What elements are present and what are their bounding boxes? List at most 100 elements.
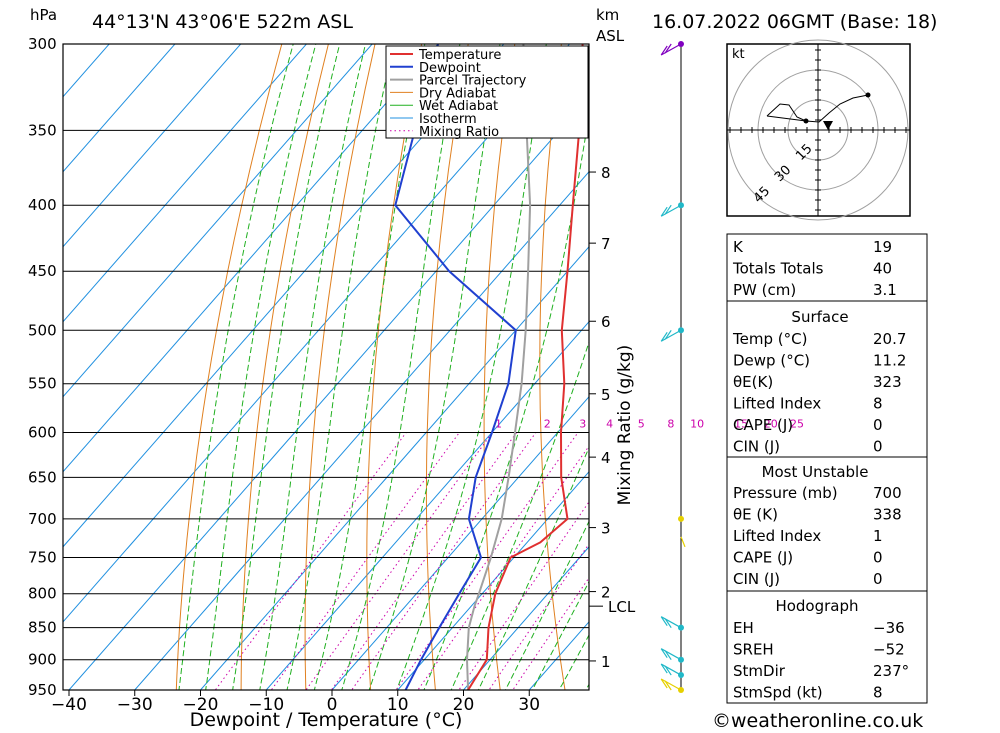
index-value: 8 — [873, 395, 883, 413]
temperature-tick-label: −40 — [51, 695, 87, 715]
series-parcel-trajectory — [466, 44, 532, 690]
isotherm — [63, 44, 242, 248]
wind-barb-staff — [660, 678, 682, 691]
km-tick-label: 1 — [601, 653, 611, 671]
wind-barb-flag — [664, 204, 672, 215]
wet-adiabat — [450, 340, 589, 690]
index-label: CAPE (J) — [733, 416, 793, 434]
series-temperature — [467, 44, 584, 690]
index-label: PW (cm) — [733, 281, 796, 299]
pressure-tick-label: 600 — [28, 423, 57, 441]
wind-barb — [660, 43, 682, 56]
pressure-tick-label: 850 — [28, 619, 57, 637]
isotherm — [331, 396, 589, 690]
temperature-tick-label: −20 — [183, 695, 219, 715]
isotherm — [63, 44, 176, 173]
index-label: θE (K) — [733, 506, 778, 524]
wind-barb-flag — [660, 616, 668, 626]
pressure-tick-label: 750 — [28, 549, 57, 567]
wind-barb-staff — [660, 616, 682, 629]
index-label: EH — [733, 619, 754, 637]
index-label: CAPE (J) — [733, 549, 793, 567]
dry-adiabat — [366, 44, 423, 690]
mixing-ratio-label: 10 — [690, 417, 704, 430]
mixing-ratio-labels: 1 2 3 4 5 8 10 15 20 25 — [495, 417, 804, 430]
wind-barb — [660, 204, 682, 217]
height-unit-asl: ASL — [596, 27, 625, 45]
dry-adiabat — [646, 0, 701, 719]
km-tick-label: 4 — [601, 449, 611, 467]
hodograph-title: Hodograph — [775, 597, 858, 615]
pressure-tick-label: 650 — [28, 468, 57, 486]
wet-adiabat — [286, 44, 395, 690]
index-value: 323 — [873, 373, 902, 391]
pressure-tick-label: 450 — [28, 262, 57, 280]
dry-adiabat — [304, 44, 376, 690]
temperature-tick-label: 20 — [453, 695, 475, 715]
plot-frame — [62, 43, 590, 691]
mixing-ratio-label: 25 — [790, 417, 804, 430]
pressure-tick-label: 950 — [28, 681, 57, 699]
index-value: 11.2 — [873, 352, 906, 370]
index-label: Lifted Index — [733, 527, 821, 545]
wet-adiabat — [341, 44, 461, 690]
legend-label: Dry Adiabat — [419, 86, 496, 101]
wind-barb — [660, 616, 682, 629]
wet-adiabat — [477, 446, 589, 690]
temperature-axis: −40 −30 −20 −10 0 10 20 30 — [51, 690, 540, 715]
index-label: Temp (°C) — [732, 330, 807, 348]
wind-barb-staff — [660, 663, 682, 676]
km-tick-label: 5 — [601, 386, 611, 404]
mixing-ratio-label: 5 — [638, 417, 645, 430]
isotherm — [200, 246, 589, 690]
wet-adiabat — [259, 44, 367, 690]
dry-adiabat — [425, 44, 469, 690]
temperature-tick-label: 0 — [327, 695, 338, 715]
index-value: 19 — [873, 238, 892, 256]
pressure-tick-label: 500 — [28, 321, 57, 339]
wind-barb-staff — [680, 536, 686, 548]
wind-barb-flag — [660, 678, 668, 689]
legend-label: Parcel Trajectory — [419, 74, 527, 89]
hodograph-trace — [766, 94, 869, 123]
wind-barb-flag — [664, 618, 672, 628]
index-value: 40 — [873, 260, 892, 278]
storm-motion-marker — [823, 121, 833, 130]
index-label: StmDir — [733, 662, 786, 680]
index-value: 0 — [873, 416, 883, 434]
dry-adiabat — [175, 44, 283, 690]
wet-adiabat — [396, 44, 547, 690]
isotherm — [63, 44, 308, 323]
pressure-unit: hPa — [30, 6, 57, 24]
pressure-tick-label: 800 — [28, 585, 57, 603]
index-value: −52 — [873, 641, 905, 659]
wind-barb-dot — [678, 515, 684, 522]
index-label: Pressure (mb) — [733, 484, 838, 502]
index-label: Totals Totals — [732, 260, 824, 278]
wind-barb-staff — [660, 648, 682, 661]
km-tick-label: 7 — [601, 235, 611, 253]
isotherm — [265, 321, 589, 690]
temperature-tick-label: −30 — [117, 695, 153, 715]
wind-barb-flag — [664, 680, 672, 691]
dry-adiabat — [931, 0, 1000, 719]
pressure-tick-label: 300 — [28, 35, 57, 53]
wind-barb-flag — [664, 329, 672, 340]
mixing-ratio-label: 2 — [544, 417, 551, 430]
index-label: StmSpd (kt) — [733, 684, 823, 702]
height-unit-km: km — [596, 6, 619, 24]
index-value: −36 — [873, 619, 905, 637]
wind-barb — [660, 648, 682, 661]
hodograph-point — [803, 118, 809, 124]
wind-barb — [660, 663, 682, 676]
wind-barb-staff — [660, 204, 682, 217]
wind-barb — [660, 329, 682, 342]
legend-label: Mixing Ratio — [419, 125, 499, 140]
legend-label: Dewpoint — [419, 61, 481, 76]
pressure-tick-label: 350 — [28, 121, 57, 139]
pressure-axis: 300 350 400 450 500 550 600 650 700 750 800 850 900 9… — [28, 35, 57, 699]
hodograph-point — [865, 92, 871, 98]
wet-adiabat — [531, 580, 589, 690]
wind-barb-flag — [660, 206, 668, 217]
hodograph-block — [726, 590, 928, 704]
